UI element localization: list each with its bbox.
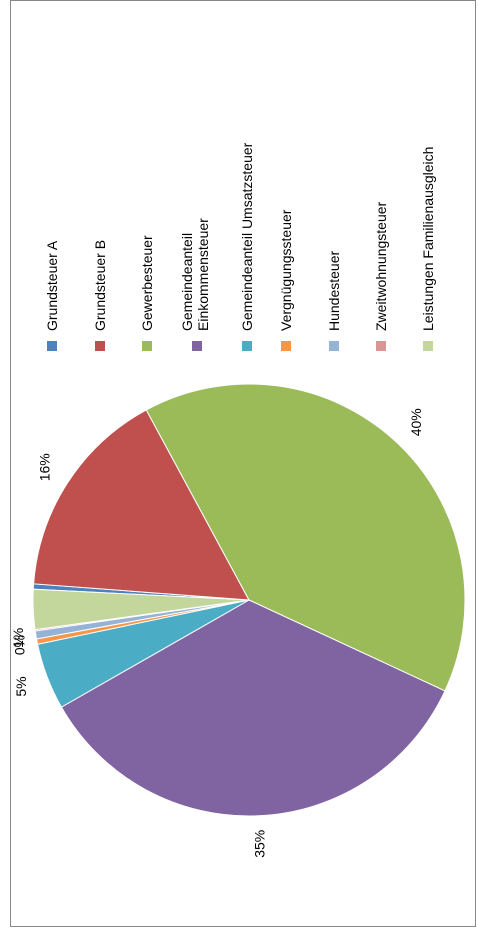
pie-slice-gewerbesteuer [145,383,466,692]
chart-frame: 16% 40% 35% 5% 0% 1% 3% Grundsteuer A Grundsteu… [10,0,476,927]
legend-label: Zweitwohnungsteuer [373,201,389,331]
pie-data-label: 1% [11,628,26,648]
legend-label: Vergnügungssteuer [278,209,294,331]
pie-data-label: 5% [13,676,29,696]
pie-data-label: 40% [408,408,424,436]
legend-label: Gewerbesteuer [139,235,155,331]
pie-data-label: 3% [11,601,13,621]
pie-slices [32,383,466,817]
pie-slice-leistungen-familienausgleich [32,588,250,631]
pie-slice-gemeindeanteil-einkommensteuer [60,599,446,817]
pie-chart: 16%40%35%5%0%1%3% Grundsteuer A Grundsteu… [11,142,466,858]
pie-slice-grundsteuer-b [33,409,250,601]
pie-data-label: 16% [36,453,52,481]
legend-label: Gemeindeanteil Umsatzsteuer [239,142,255,331]
legend-swatch [47,341,57,351]
legend-swatch [329,341,339,351]
pie-data-labels: 16% 40% 35% 5% 0%1% 3% [11,408,424,858]
legend-label: Grundsteuer B [92,240,108,331]
legend-label: GemeindeanteilEinkommensteuer [179,218,211,331]
legend-label: Leistungen Familienausgleich [420,147,436,331]
pie-data-label: 35% [251,830,267,858]
pie-data-label: 0% [11,635,27,655]
legend-swatch [192,341,202,351]
legend-swatch [95,341,105,351]
legend-label: Hundesteuer [326,250,342,331]
legend-swatch [242,341,252,351]
legend-swatch [142,341,152,351]
legend-swatch [376,341,386,351]
legend-label: Grundsteuer A [44,240,60,331]
legend: Grundsteuer A Grundsteuer B Gewerbesteuer G… [44,142,436,351]
legend-swatch [281,341,291,351]
legend-swatch [423,341,433,351]
